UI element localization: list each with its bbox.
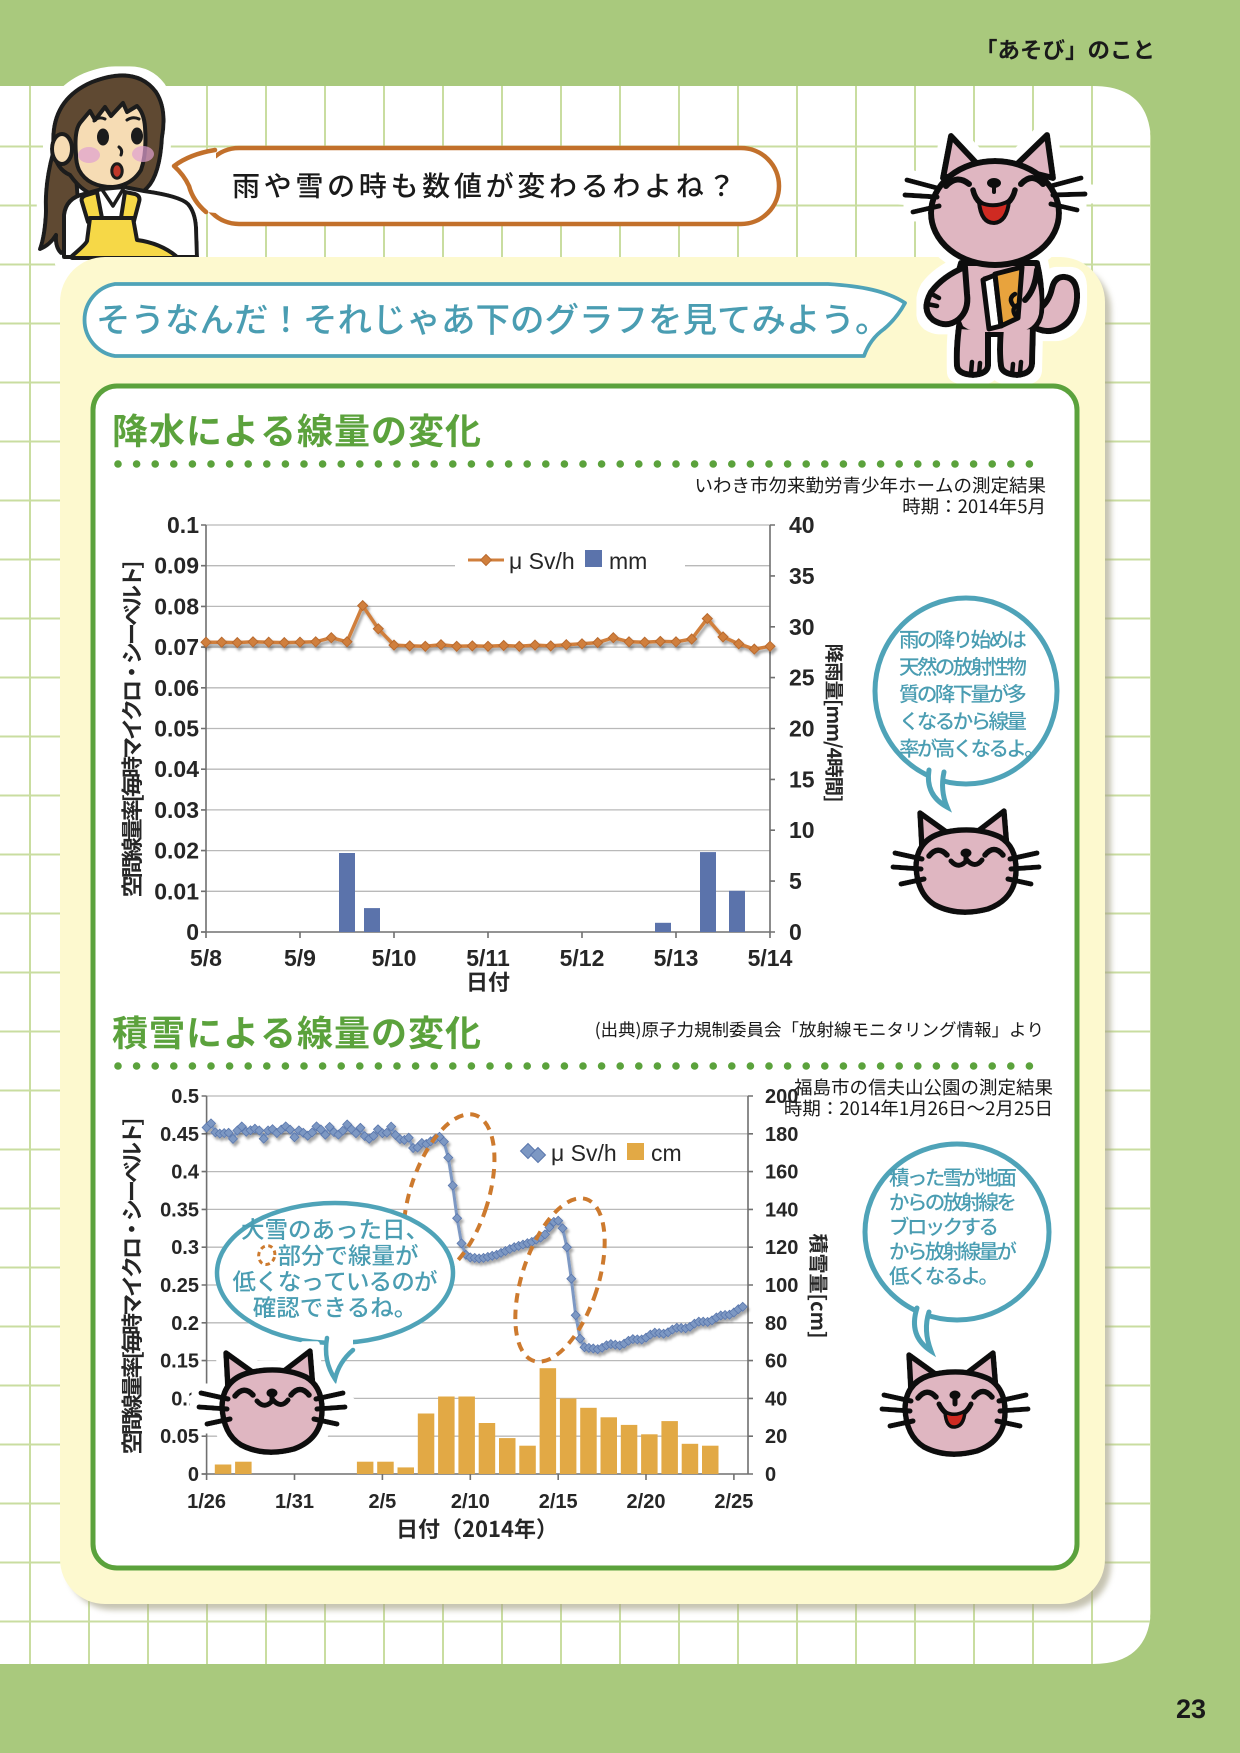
svg-text:23: 23 bbox=[1176, 1694, 1206, 1724]
svg-text:80: 80 bbox=[765, 1313, 787, 1335]
svg-text:5/11: 5/11 bbox=[466, 945, 510, 971]
svg-text:20: 20 bbox=[789, 716, 815, 742]
svg-text:0.35: 0.35 bbox=[160, 1199, 199, 1221]
svg-text:25: 25 bbox=[789, 665, 815, 691]
svg-text:0.01: 0.01 bbox=[154, 878, 199, 904]
svg-text:0: 0 bbox=[188, 1464, 199, 1486]
svg-text:1/26: 1/26 bbox=[187, 1491, 226, 1513]
svg-text:0.09: 0.09 bbox=[154, 553, 199, 579]
svg-text:cm: cm bbox=[651, 1140, 682, 1166]
svg-text:100: 100 bbox=[765, 1275, 798, 1297]
svg-text:2/15: 2/15 bbox=[539, 1491, 578, 1513]
svg-text:0.5: 0.5 bbox=[171, 1086, 199, 1108]
svg-text:2/5: 2/5 bbox=[368, 1491, 396, 1513]
svg-text:0.05: 0.05 bbox=[160, 1426, 199, 1448]
svg-text:0.1: 0.1 bbox=[171, 1388, 199, 1410]
svg-text:0.06: 0.06 bbox=[154, 675, 199, 701]
svg-text:0: 0 bbox=[186, 919, 199, 945]
svg-text:0.08: 0.08 bbox=[154, 593, 199, 619]
svg-text:15: 15 bbox=[789, 766, 815, 792]
svg-text:0.05: 0.05 bbox=[154, 716, 199, 742]
svg-text:35: 35 bbox=[789, 563, 815, 589]
svg-text:30: 30 bbox=[789, 614, 815, 640]
svg-text:2/25: 2/25 bbox=[714, 1491, 753, 1513]
svg-text:0.03: 0.03 bbox=[154, 797, 199, 823]
svg-text:1/31: 1/31 bbox=[275, 1491, 314, 1513]
svg-text:5/14: 5/14 bbox=[748, 945, 793, 971]
svg-text:0.3: 0.3 bbox=[171, 1237, 199, 1259]
svg-text:0.07: 0.07 bbox=[154, 634, 199, 660]
svg-text:5: 5 bbox=[789, 868, 802, 894]
svg-text:40: 40 bbox=[765, 1388, 787, 1410]
svg-text:60: 60 bbox=[765, 1351, 787, 1373]
svg-text:5/13: 5/13 bbox=[654, 945, 699, 971]
svg-text:5/9: 5/9 bbox=[284, 945, 316, 971]
svg-text:40: 40 bbox=[789, 512, 815, 538]
svg-text:120: 120 bbox=[765, 1237, 798, 1259]
svg-text:5/8: 5/8 bbox=[190, 945, 222, 971]
svg-text:0.25: 0.25 bbox=[160, 1275, 199, 1297]
svg-text:0: 0 bbox=[765, 1464, 776, 1486]
svg-text:0.2: 0.2 bbox=[171, 1313, 199, 1335]
svg-text:5/10: 5/10 bbox=[372, 945, 417, 971]
svg-text:140: 140 bbox=[765, 1199, 798, 1221]
svg-text:mm: mm bbox=[609, 548, 647, 574]
svg-text:160: 160 bbox=[765, 1162, 798, 1184]
svg-text:2/20: 2/20 bbox=[627, 1491, 666, 1513]
svg-text:μ Sv/h: μ Sv/h bbox=[509, 548, 575, 574]
svg-text:200: 200 bbox=[765, 1086, 798, 1108]
svg-text:0.4: 0.4 bbox=[171, 1162, 200, 1184]
svg-text:5/12: 5/12 bbox=[560, 945, 605, 971]
svg-text:0.04: 0.04 bbox=[154, 756, 199, 782]
svg-text:0.02: 0.02 bbox=[154, 838, 199, 864]
svg-text:10: 10 bbox=[789, 817, 815, 843]
svg-text:μ Sv/h: μ Sv/h bbox=[551, 1140, 617, 1166]
svg-text:0.45: 0.45 bbox=[160, 1124, 199, 1146]
svg-text:2/10: 2/10 bbox=[451, 1491, 490, 1513]
svg-text:0.15: 0.15 bbox=[160, 1351, 199, 1373]
svg-text:0: 0 bbox=[789, 919, 802, 945]
svg-text:180: 180 bbox=[765, 1124, 798, 1146]
svg-text:0.1: 0.1 bbox=[167, 512, 199, 538]
svg-text:20: 20 bbox=[765, 1426, 787, 1448]
